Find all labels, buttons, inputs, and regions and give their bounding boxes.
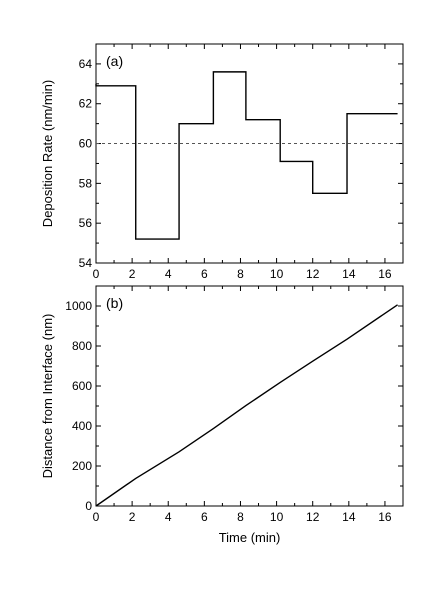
- panel-a-x-tick-label: 2: [129, 267, 136, 281]
- panel-a-y-tick-label: 62: [79, 97, 93, 111]
- panel-b-x-tick-label: 8: [237, 510, 244, 524]
- panel-a-x-tick-label: 16: [378, 267, 392, 281]
- panel-b-y-tick-label: 200: [72, 459, 92, 473]
- panel-b-y-tick-label: 400: [72, 419, 92, 433]
- panel-b-plot-frame: [95, 285, 404, 507]
- panel-a-y-tick-label: 54: [79, 256, 93, 270]
- panel-b-x-tick-label: 4: [165, 510, 172, 524]
- panel-a-x-tick-label: 0: [93, 267, 100, 281]
- panel-b-x-tick-label: 10: [270, 510, 284, 524]
- panel-b-x-tick-label: 6: [201, 510, 208, 524]
- panel-b-y-tick-label: 600: [72, 379, 92, 393]
- panel-b-x-tick-label: 16: [378, 510, 392, 524]
- panel-a-x-tick-label: 10: [270, 267, 284, 281]
- panel-a-label: (a): [106, 53, 123, 69]
- panel-b-data-line: [95, 304, 398, 507]
- panel-a-y-tick-label: 56: [79, 216, 93, 230]
- panel-b-y-tick-label: 1000: [65, 299, 92, 313]
- panel-a-y-tick-label: 58: [79, 176, 93, 190]
- panel-a-plot-frame: [95, 43, 404, 264]
- panel-b-y-tick-label: 0: [85, 499, 92, 513]
- panel-a-x-tick-label: 14: [342, 267, 356, 281]
- panel-a-y-tick-label: 64: [79, 57, 93, 71]
- panel-a-y-axis-title: Deposition Rate (nm/min): [40, 80, 55, 227]
- panel-a-y-tick-label: 60: [79, 137, 93, 151]
- panel-b-distance-from-interface: 0 2 4 6 8 10 12 14 16 0 200 400 600 800 1000 (b) Distanc…: [40, 285, 404, 545]
- panel-a-deposition-rate: 0 2 4 6 8 10 12 14 16 54 56 58 60 62 64 (a) Deposition R…: [40, 43, 404, 281]
- panel-b-x-tick-label: 0: [93, 510, 100, 524]
- panel-b-y-axis-title: Distance from Interface (nm): [40, 314, 55, 479]
- panel-a-x-tick-label: 6: [201, 267, 208, 281]
- panel-b-x-axis-title: Time (min): [219, 530, 281, 545]
- panel-b-x-tick-label: 14: [342, 510, 356, 524]
- panel-b-x-tick-label: 2: [129, 510, 136, 524]
- panel-a-x-tick-label: 12: [306, 267, 320, 281]
- panel-a-data-line: [95, 71, 398, 240]
- panel-a-x-tick-label: 8: [237, 267, 244, 281]
- panel-b-x-tick-label: 12: [306, 510, 320, 524]
- panel-b-label: (b): [106, 295, 123, 311]
- panel-b-y-tick-label: 800: [72, 339, 92, 353]
- panel-a-x-tick-label: 4: [165, 267, 172, 281]
